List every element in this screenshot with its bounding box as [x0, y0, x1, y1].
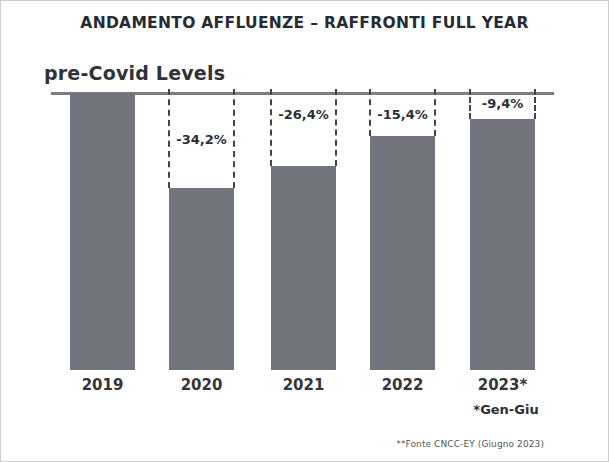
- axis-label-2023: 2023*: [460, 377, 545, 393]
- pre-covid-levels-label: pre-Covid Levels: [44, 62, 225, 84]
- bar-2022: [370, 136, 435, 370]
- bar-2023: [470, 119, 535, 370]
- axis-label-2022: 2022: [360, 377, 445, 393]
- delta-label-2023: -9,4%: [462, 97, 543, 111]
- chart-title: ANDAMENTO AFFLUENZE – RAFFRONTI FULL YEA…: [1, 14, 608, 32]
- bar-2020: [169, 188, 234, 370]
- axis-label-2021: 2021: [261, 377, 346, 393]
- bar-2021: [271, 166, 336, 370]
- bar-2019: [70, 93, 135, 370]
- gen-giu-note: *Gen-Giu: [463, 402, 549, 417]
- axis-label-2019: 2019: [60, 377, 145, 393]
- source-footnote: **Fonte CNCC-EY (Giugno 2023): [396, 439, 544, 449]
- axis-label-2020: 2020: [159, 377, 244, 393]
- gap-box-2021: [270, 89, 337, 166]
- delta-label-2022: -15,4%: [362, 108, 443, 122]
- delta-label-2021: -26,4%: [263, 108, 344, 122]
- delta-label-2020: -34,2%: [161, 133, 242, 147]
- chart-panel: ANDAMENTO AFFLUENZE – RAFFRONTI FULL YEA…: [0, 0, 609, 462]
